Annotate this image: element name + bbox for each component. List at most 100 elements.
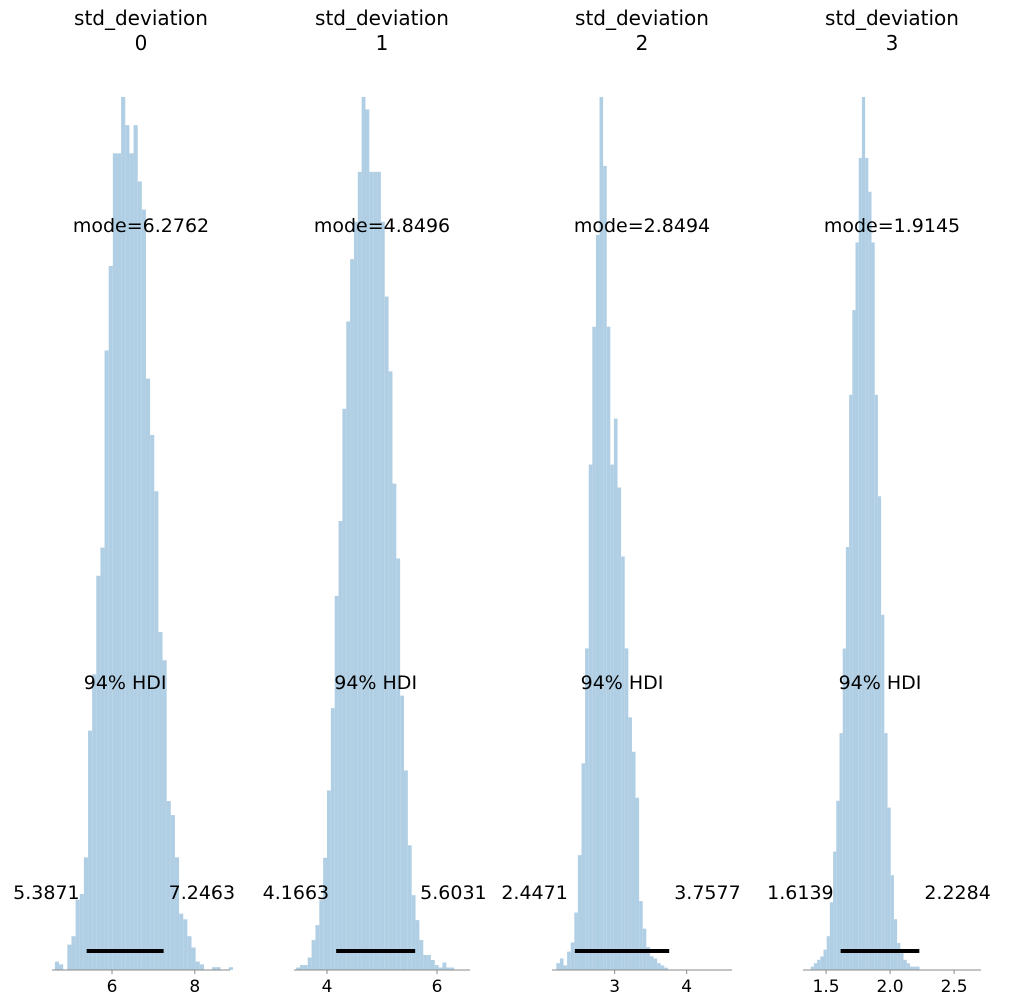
histogram-bar [890,875,894,970]
hdi-low-label: 1.6139 [767,882,833,904]
posterior-panel-2: 3 4 2.4471 3.7577 94% HDI mode=2.8494 std_devi… [501,6,740,997]
hdi-low-label: 5.3871 [13,882,79,904]
panel-title: std_deviation [74,6,208,30]
posterior-panel-3: 1.5 2.0 2.5 1.6139 2.2284 94% HDI mode=1.9145 s… [767,6,991,997]
histogram-bar [296,967,301,970]
histogram-bar [100,547,105,970]
histogram-bar [212,967,217,970]
histogram-bar [88,730,93,970]
histogram-bar [54,961,60,970]
hdi-label: 94% HDI [581,672,664,694]
histogram-bar [871,242,875,970]
hdi-high-label: 2.2284 [924,882,990,904]
histogram-bar [108,265,113,971]
histogram-bar [820,956,824,970]
x-tick-label: 1.5 [813,977,840,997]
histogram-bar [438,967,443,970]
histogram-bar [174,857,180,970]
histogram-bar [75,899,80,970]
histogram-bar [442,962,447,970]
histogram-bar [319,900,324,970]
histogram-bar [179,913,184,970]
histogram-bar [346,321,351,970]
histogram-bar [903,959,907,970]
histogram-bar [913,966,917,970]
histogram-bar [327,790,331,970]
histogram-bar [423,955,428,970]
histogram-bar [338,521,343,970]
hdi-label: 94% HDI [839,672,922,694]
histogram-bar [592,326,596,970]
histogram-bar [595,234,600,971]
histogram-bar [166,801,171,970]
histogram-bar [125,125,130,970]
histogram-bar [404,770,408,970]
x-tick-label: 2.5 [941,977,968,997]
histogram-bar [129,153,134,970]
histogram-bar [874,394,878,970]
histogram-bar [621,556,625,970]
histogram-bar [373,171,378,970]
histogram-bar [909,966,914,970]
histogram-bar [434,965,439,970]
x-tick-label: 4 [681,977,692,997]
histogram-bar [300,965,304,970]
mode-label: mode=4.8496 [314,215,450,237]
histogram-bar [67,944,72,970]
histogram-bar [836,800,840,970]
histogram-bar [411,895,416,970]
histogram-bar [350,259,354,970]
panel-title: std_deviation [825,6,959,30]
hdi-low-label: 2.4471 [501,882,567,904]
histogram-bar [141,209,146,970]
mode-label: mode=6.2762 [73,215,209,237]
panel-subtitle: 0 [135,31,148,55]
histogram-bar [603,165,607,971]
histogram-bar [191,947,196,970]
histogram-bar [71,936,76,970]
histogram-bar [357,171,362,970]
histogram-bar [635,797,640,970]
histogram-bar [199,964,204,970]
histogram-bar [577,855,582,970]
hdi-label: 94% HDI [334,672,417,694]
histogram-bar [228,967,233,970]
histogram-bar [83,857,89,970]
histogram-bar [639,901,643,970]
histogram-bar [833,851,837,970]
histogram-bar [315,925,320,970]
panel-title: std_deviation [315,6,449,30]
histogram-bar [657,963,661,970]
histogram-bar [121,97,126,970]
histogram-bar [450,967,455,970]
histogram-bar [377,171,381,970]
histogram-bar [388,371,393,970]
histogram-bar [823,949,827,970]
histogram-bar [877,496,882,970]
histogram-bar [145,378,151,970]
panel-subtitle: 3 [886,31,899,55]
histogram-bar [567,951,571,970]
histogram-bar [380,221,385,970]
histogram-bar [330,708,335,970]
histogram-bar [556,963,560,970]
histogram-bar [334,595,339,970]
panel-subtitle: 2 [636,31,649,55]
histogram-bar [137,181,142,971]
histogram-bar [150,434,155,970]
histogram-bar [116,153,122,970]
x-tick-label: 6 [107,977,118,997]
histogram-bar [158,632,163,970]
histogram-bar [646,947,650,970]
histogram-bar [852,310,856,970]
panel-title: std_deviation [575,6,709,30]
histogram-bar [649,956,654,970]
histogram-bar [884,733,888,970]
histogram-bar [664,967,668,970]
histogram-bar [897,942,901,970]
histogram-bar [906,963,910,970]
posterior-panel-0: 6 8 5.3871 7.2463 94% HDI mode=6.2762 std_devi… [13,6,235,997]
hdi-high-label: 7.2463 [169,882,235,904]
histogram-bar [563,965,568,970]
